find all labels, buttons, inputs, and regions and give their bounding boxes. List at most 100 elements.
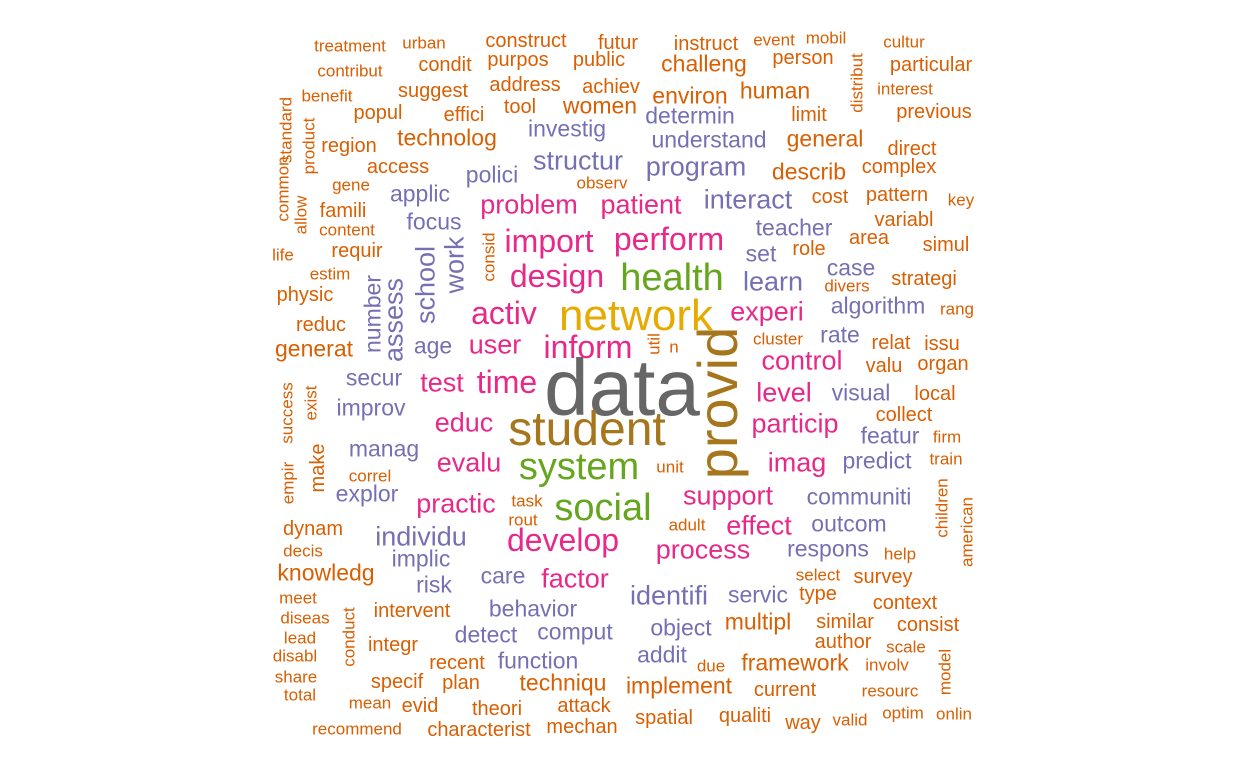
- word-attack: attack: [557, 695, 611, 717]
- word-specif: specif: [370, 671, 424, 693]
- word-case: case: [826, 254, 876, 281]
- word-requir: requir: [331, 240, 383, 262]
- word-communiti: communiti: [806, 483, 912, 510]
- word-rang: rang: [939, 299, 975, 319]
- word-learn: learn: [742, 266, 804, 297]
- word-model: model: [935, 648, 955, 696]
- word-understand: understand: [651, 126, 767, 153]
- word-complex: complex: [861, 156, 937, 178]
- word-design: design: [509, 258, 605, 294]
- word-knowledg: knowledg: [277, 559, 375, 586]
- word-pattern: pattern: [865, 184, 929, 206]
- word-level: level: [756, 377, 812, 408]
- word-organ: organ: [917, 353, 969, 375]
- word-due: due: [696, 656, 726, 676]
- word-optim: optim: [882, 703, 924, 723]
- word-generat: generat: [274, 335, 354, 362]
- word-dynam: dynam: [282, 518, 344, 540]
- word-cluster: cluster: [752, 329, 804, 349]
- word-effici: effici: [443, 104, 485, 126]
- word-inform: inform: [543, 329, 633, 365]
- word-process: process: [655, 534, 751, 565]
- word-human: human: [739, 77, 811, 104]
- word-meet: meet: [279, 588, 317, 608]
- word-featur: featur: [860, 422, 920, 449]
- word-involv: involv: [865, 655, 909, 675]
- word-way: way: [785, 712, 821, 734]
- word-correl: correl: [348, 466, 392, 486]
- word-characterist: characterist: [427, 719, 531, 741]
- word-make: make: [307, 443, 329, 493]
- word-life: life: [272, 245, 294, 265]
- word-local: local: [914, 383, 956, 405]
- word-function: function: [497, 647, 579, 674]
- word-theori: theori: [471, 698, 523, 720]
- word-identifi: identifi: [629, 580, 709, 611]
- word-teacher: teacher: [755, 214, 833, 241]
- word-similar: similar: [816, 611, 874, 633]
- word-rout: rout: [508, 510, 538, 530]
- word-n: n: [669, 337, 679, 357]
- word-benefit: benefit: [301, 86, 353, 106]
- word-simul: simul: [922, 234, 970, 256]
- word-limit: limit: [791, 104, 827, 126]
- word-observ: observ: [576, 173, 628, 193]
- word-imag: imag: [767, 447, 827, 478]
- word-unit: unit: [656, 457, 684, 477]
- word-perform: perform: [613, 221, 725, 257]
- word-condit: condit: [418, 54, 472, 76]
- word-rate: rate: [820, 321, 860, 348]
- word-type: type: [799, 583, 837, 605]
- word-care: care: [480, 562, 526, 589]
- word-direct: direct: [887, 138, 937, 160]
- word-allow: allow: [291, 195, 311, 235]
- word-construct: construct: [485, 30, 567, 52]
- word-mechan: mechan: [546, 716, 618, 738]
- word-applic: applic: [389, 180, 451, 207]
- word-secur: secur: [345, 364, 403, 391]
- word-disabl: disabl: [272, 646, 318, 666]
- word-technolog: technolog: [397, 124, 497, 151]
- word-import: import: [504, 223, 594, 259]
- word-explor: explor: [335, 480, 399, 507]
- word-mean: mean: [348, 693, 392, 713]
- word-detect: detect: [454, 621, 518, 648]
- word-predict: predict: [842, 447, 912, 474]
- word-survey: survey: [853, 566, 913, 588]
- word-recent: recent: [429, 652, 485, 674]
- word-individu: individu: [375, 521, 467, 552]
- word-consid: consid: [479, 232, 499, 282]
- word-contribut: contribut: [317, 61, 383, 81]
- word-servic: servic: [727, 581, 789, 608]
- word-distribut: distribut: [847, 53, 867, 113]
- word-data: data: [544, 343, 700, 432]
- word-select: select: [795, 565, 841, 585]
- word-interest: interest: [877, 79, 933, 99]
- word-relat: relat: [871, 332, 911, 354]
- word-spatial: spatial: [635, 707, 693, 729]
- word-children: children: [932, 478, 952, 538]
- word-set: set: [745, 240, 777, 267]
- word-experi: experi: [730, 296, 804, 327]
- word-share: share: [274, 667, 318, 687]
- word-decis: decis: [283, 541, 323, 561]
- word-empir: empir: [278, 461, 298, 505]
- word-estim: estim: [309, 264, 351, 284]
- word-activ: activ: [471, 295, 537, 331]
- word-evalu: evalu: [436, 447, 502, 478]
- word-resourc: resourc: [861, 681, 919, 701]
- word-person: person: [772, 47, 834, 69]
- word-valid: valid: [832, 710, 868, 730]
- word-framework: framework: [741, 649, 849, 676]
- word-util: util: [644, 333, 664, 355]
- word-role: role: [792, 238, 826, 260]
- word-strategi: strategi: [891, 268, 957, 290]
- word-particip: particip: [751, 408, 839, 439]
- word-visual: visual: [831, 379, 891, 406]
- word-adult: adult: [668, 515, 706, 535]
- word-provid: provid: [686, 326, 749, 480]
- word-risk: risk: [416, 571, 452, 598]
- word-issu: issu: [924, 333, 960, 355]
- word-public: public: [572, 49, 626, 71]
